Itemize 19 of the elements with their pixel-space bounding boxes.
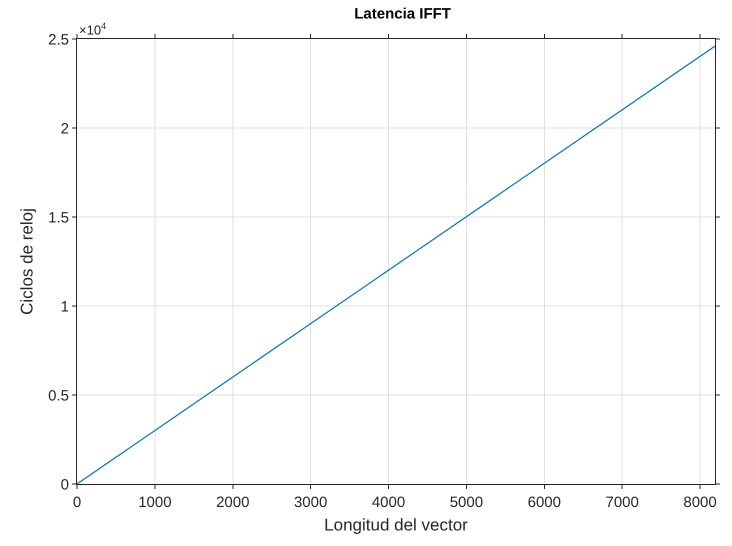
x-tick-label: 6000 — [528, 494, 561, 511]
x-tick-label: 0 — [72, 494, 82, 511]
y-tick-label: 2.5 — [48, 31, 69, 48]
x-tick-label: 4000 — [372, 494, 406, 511]
y-axis-title: Ciclos de reloj — [18, 208, 37, 315]
y-tick-label: 1.5 — [48, 209, 69, 226]
x-axis-title: Longitud del vector — [324, 515, 468, 534]
text: ×10$^{4}$ — [79, 21, 106, 38]
x-tick-label: 7000 — [605, 494, 639, 511]
x-tick-label: 3000 — [294, 494, 328, 511]
x-tick-label: 2000 — [216, 494, 250, 511]
y-tick-label: 0.5 — [48, 387, 69, 404]
y-tick-label: 2 — [60, 120, 69, 138]
y-tick-label: 1 — [60, 298, 69, 316]
y-tick-label: 0 — [60, 476, 69, 494]
x-tick-label: 8000 — [683, 494, 717, 511]
chart-title: Latencia IFFT — [354, 6, 451, 23]
x-tick-label: 5000 — [450, 494, 484, 511]
x-tick-label: 1000 — [138, 494, 172, 511]
